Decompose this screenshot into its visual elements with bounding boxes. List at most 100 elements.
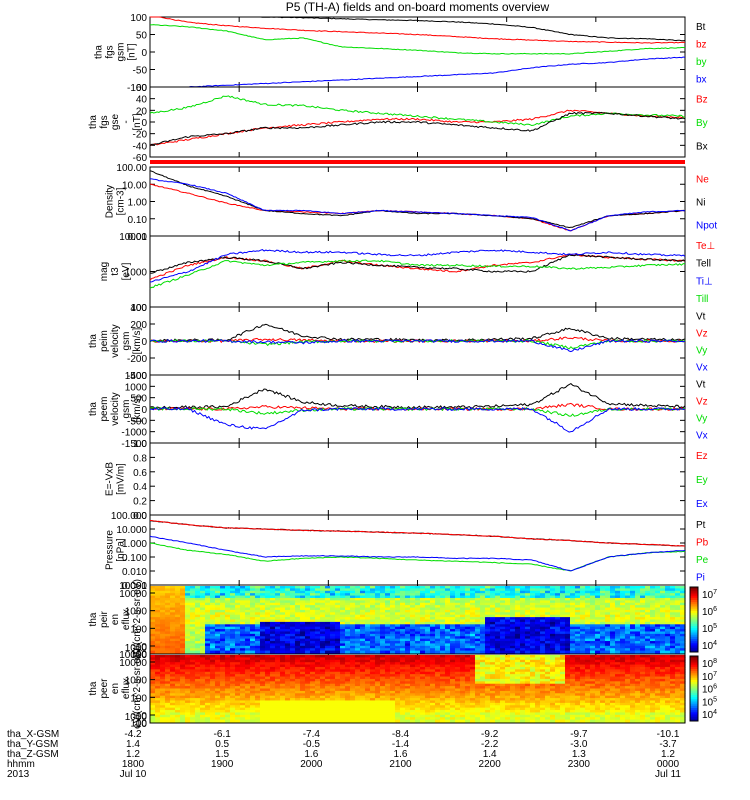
spectrogram-cell xyxy=(545,621,551,625)
spectrogram-cell xyxy=(340,633,346,637)
spectrogram-cell xyxy=(290,676,296,680)
spectrogram-cell xyxy=(365,588,371,592)
spectrogram-cell xyxy=(555,605,561,609)
spectrogram-cell xyxy=(545,631,551,635)
spectrogram-cell xyxy=(555,586,561,589)
spectrogram-cell xyxy=(425,643,431,647)
spectrogram-cell xyxy=(370,702,376,706)
spectrogram-cell xyxy=(495,593,501,597)
spectrogram-cell xyxy=(155,714,161,718)
spectrogram-cell xyxy=(370,597,376,601)
spectrogram-cell xyxy=(620,621,626,625)
spectrogram-cell xyxy=(350,707,356,711)
spectrogram-cell xyxy=(205,674,211,678)
spectrogram-cell xyxy=(365,629,371,633)
spectrogram-cell xyxy=(185,712,191,716)
spectrogram-cell xyxy=(425,636,431,640)
spectrogram-cell xyxy=(205,690,211,694)
spectrogram-cell xyxy=(185,607,191,611)
spectrogram-cell xyxy=(615,588,621,592)
spectrogram-cell xyxy=(535,595,541,599)
spectrogram-cell xyxy=(320,655,326,658)
spectrogram-cell xyxy=(420,676,426,680)
spectrogram-cell xyxy=(315,695,321,699)
spectrogram-cell xyxy=(365,600,371,604)
spectrogram-cell xyxy=(660,590,666,594)
spectrogram-cell xyxy=(455,650,461,654)
spectrogram-cell xyxy=(315,690,321,694)
spectrogram-cell xyxy=(340,638,346,642)
spectrogram-cell xyxy=(640,624,646,628)
spectrogram-cell xyxy=(345,609,351,613)
spectrogram-cell xyxy=(220,631,226,635)
spectrogram-cell xyxy=(635,619,641,623)
spectrogram-cell xyxy=(645,588,651,592)
spectrogram-cell xyxy=(675,614,681,618)
spectrogram-cell xyxy=(320,662,326,666)
spectrogram-cell xyxy=(405,648,411,652)
spectrogram-cell xyxy=(205,633,211,637)
spectrogram-cell xyxy=(450,588,456,592)
spectrogram-cell xyxy=(165,631,171,635)
spectrogram-cell xyxy=(595,650,601,654)
spectrogram-cell xyxy=(365,705,371,709)
spectrogram-cell xyxy=(160,619,166,623)
spectrogram-cell xyxy=(645,597,651,601)
spectrogram-cell xyxy=(340,690,346,694)
spectrogram-cell xyxy=(310,590,316,594)
spectrogram-cell xyxy=(335,669,341,673)
spectrogram-cell xyxy=(475,595,481,599)
spectrogram-cell xyxy=(205,700,211,704)
spectrogram-cell xyxy=(200,659,206,663)
spectrogram-cell xyxy=(630,617,636,621)
spectrogram-cell xyxy=(210,707,216,711)
spectrogram-cell xyxy=(420,662,426,666)
spectrogram-cell xyxy=(320,626,326,630)
spectrogram-cell xyxy=(230,705,236,709)
spectrogram-cell xyxy=(485,593,491,597)
spectrogram-cell xyxy=(565,590,571,594)
spectrogram-cell xyxy=(630,631,636,635)
spectrogram-cell xyxy=(230,600,236,604)
spectrogram-cell xyxy=(320,600,326,604)
spectrogram-cell xyxy=(390,678,396,682)
spectrogram-cell xyxy=(445,617,451,621)
spectrogram-cell xyxy=(445,638,451,642)
spectrogram-cell xyxy=(260,621,266,625)
spectrogram-cell xyxy=(370,705,376,709)
spectrogram-cell xyxy=(550,609,556,613)
spectrogram-cell xyxy=(160,710,166,714)
legend-Vy: Vy xyxy=(696,414,707,425)
spectrogram-cell xyxy=(315,614,321,618)
spectrogram-cell xyxy=(325,643,331,647)
y-tick-label: 0.001 xyxy=(122,581,147,592)
spectrogram-cell xyxy=(415,621,421,625)
spectrogram-cell xyxy=(340,664,346,668)
spectrogram-cell xyxy=(250,669,256,673)
spectrogram-cell xyxy=(405,674,411,678)
spectrogram-cell xyxy=(210,688,216,692)
spectrogram-cell xyxy=(570,617,576,621)
spectrogram-cell xyxy=(630,638,636,642)
spectrogram-cell xyxy=(610,648,616,652)
spectrogram-cell xyxy=(470,609,476,613)
spectrogram-cell xyxy=(180,662,186,666)
spectrogram-cell xyxy=(565,650,571,654)
spectrogram-cell xyxy=(575,648,581,652)
spectrogram-cell xyxy=(255,674,261,678)
spectrogram-cell xyxy=(325,609,331,613)
spectrogram-cell xyxy=(320,705,326,709)
spectrogram-cell xyxy=(225,609,231,613)
spectrogram-cell xyxy=(365,712,371,716)
spectrogram-cell xyxy=(355,643,361,647)
spectrogram-cell xyxy=(165,686,171,690)
spectrogram-cell xyxy=(365,657,371,661)
spectrogram-cell xyxy=(165,662,171,666)
spectrogram-cell xyxy=(170,666,176,670)
spectrogram-cell xyxy=(625,609,631,613)
spectrogram-cell xyxy=(420,629,426,633)
spectrogram-cell xyxy=(250,714,256,718)
spectrogram-cell xyxy=(405,645,411,649)
spectrogram-cell xyxy=(265,643,271,647)
spectrogram-cell xyxy=(300,617,306,621)
